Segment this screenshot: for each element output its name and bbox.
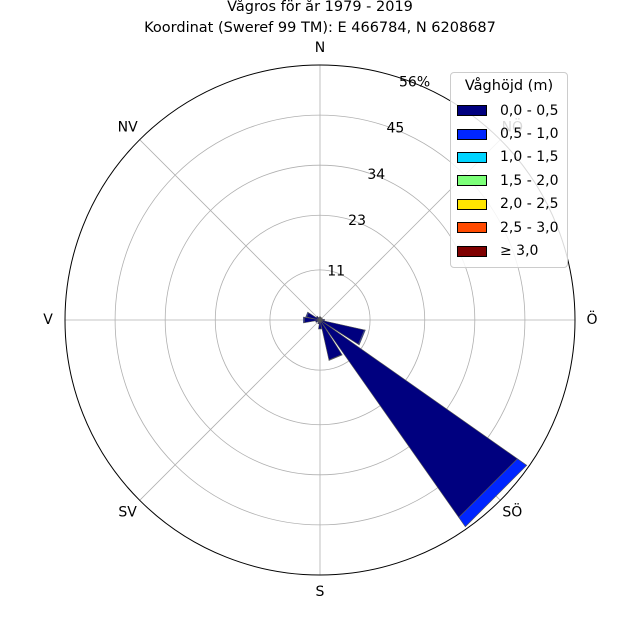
legend-label: ≥ 3,0 bbox=[500, 243, 539, 260]
rose-bar-segment bbox=[319, 319, 518, 518]
chart-subtitle: Koordinat (Sweref 99 TM): E 466784, N 62… bbox=[144, 20, 496, 36]
dir-label-e: Ö bbox=[586, 310, 597, 328]
radial-tick-labels: 11 23 34 45 56% bbox=[327, 74, 430, 279]
rose-bars bbox=[303, 311, 528, 528]
radial-tick-label: 34 bbox=[367, 167, 385, 183]
legend-item: 2,5 - 3,0 bbox=[457, 216, 561, 239]
legend-swatch bbox=[457, 151, 487, 163]
legend-label: 1,5 - 2,0 bbox=[500, 172, 559, 189]
legend-item: ≥ 3,0 bbox=[457, 239, 561, 262]
dir-label-s: S bbox=[316, 584, 325, 600]
legend-label: 2,0 - 2,5 bbox=[500, 196, 559, 213]
rose-bar-segment bbox=[303, 316, 305, 324]
legend-item: 1,0 - 1,5 bbox=[457, 146, 561, 169]
legend-item: 0,0 - 0,5 bbox=[457, 99, 561, 122]
grid-spoke bbox=[139, 139, 321, 321]
legend-item: 2,0 - 2,5 bbox=[457, 193, 561, 216]
legend: Våghöjd (m) 0,0 - 0,5 0,5 - 1,0 1,0 - 1,… bbox=[450, 72, 568, 268]
legend-swatch bbox=[457, 222, 487, 234]
legend-item: 0,5 - 1,0 bbox=[457, 122, 561, 145]
legend-label: 0,0 - 0,5 bbox=[500, 102, 559, 119]
legend-title: Våghöjd (m) bbox=[464, 78, 554, 94]
legend-label: 1,0 - 1,5 bbox=[500, 149, 559, 166]
radial-tick-label: 11 bbox=[327, 264, 345, 280]
dir-label-nw: NV bbox=[118, 120, 138, 136]
grid-spoke bbox=[139, 319, 321, 501]
rose-bar-segment bbox=[328, 354, 343, 361]
chart-title: Vågros för år 1979 - 2019 bbox=[227, 0, 413, 15]
legend-swatch bbox=[457, 175, 487, 187]
rose-bar-segment bbox=[318, 319, 322, 330]
legend-label: 0,5 - 1,0 bbox=[500, 126, 559, 143]
rose-bar-segment bbox=[318, 316, 321, 321]
legend-swatch bbox=[457, 105, 487, 117]
rose-bar-segment bbox=[305, 311, 309, 318]
dir-label-se: SÖ bbox=[502, 502, 522, 520]
dir-label-sw: SV bbox=[118, 504, 137, 520]
radial-tick-label: 56% bbox=[399, 74, 430, 90]
radial-tick-label: 45 bbox=[387, 121, 405, 137]
rose-bar-segment bbox=[458, 458, 528, 528]
rose-bar-segment bbox=[358, 329, 366, 346]
legend-label: 2,5 - 3,0 bbox=[500, 219, 559, 236]
legend-swatch bbox=[457, 128, 487, 140]
legend-swatch bbox=[457, 198, 487, 210]
legend-item: 1,5 - 2,0 bbox=[457, 169, 561, 192]
dir-label-n: N bbox=[315, 40, 325, 56]
radial-tick-label: 23 bbox=[348, 213, 366, 229]
legend-swatch bbox=[457, 245, 487, 257]
dir-label-w: V bbox=[43, 312, 53, 328]
outer-boundary bbox=[64, 64, 576, 576]
